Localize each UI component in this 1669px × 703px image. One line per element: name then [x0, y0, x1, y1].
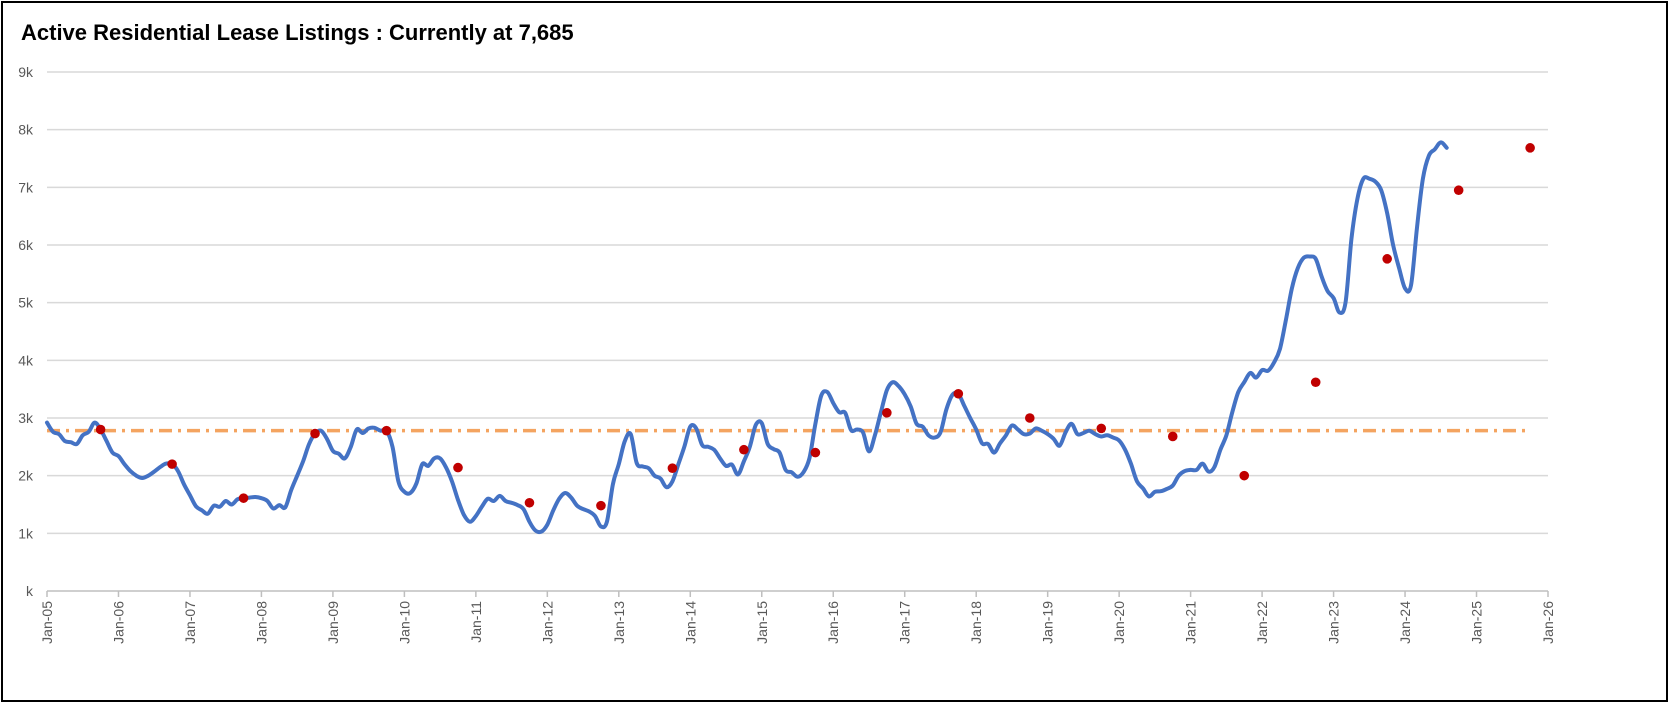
x-tick-label: Jan-23: [1326, 601, 1342, 644]
y-tick-label: 2k: [18, 468, 34, 484]
y-tick-label: 7k: [18, 179, 34, 195]
y-axis-tick-labels: k 1k 2k 3k 4k 5k 6k 7k 8k 9k: [18, 64, 34, 599]
data-point-marker: [310, 428, 320, 439]
marker-layer: [95, 143, 1535, 511]
data-point-marker: [238, 493, 249, 503]
y-tick-label: 4k: [18, 352, 34, 368]
data-point-marker: [739, 444, 749, 455]
y-tick-label: 1k: [18, 525, 34, 541]
series-line-layer: [45, 140, 1449, 535]
data-point-marker: [1167, 431, 1178, 442]
chart-canvas: Active Residential Lease Listings : Curr…: [18, 20, 1556, 644]
x-axis: Jan-05 Jan-06 Jan-07 Jan-08 Jan-09 Jan-10 Jan-…: [39, 590, 1556, 644]
x-tick-label: Jan-16: [825, 601, 841, 644]
data-point-marker: [167, 459, 177, 469]
x-tick-label: Jan-05: [39, 601, 55, 644]
data-point-marker: [1239, 470, 1250, 481]
x-tick-label: Jan-19: [1040, 601, 1056, 644]
x-tick-label: Jan-24: [1397, 601, 1413, 644]
data-point-marker: [1453, 185, 1464, 196]
y-tick-label: 8k: [18, 122, 34, 138]
x-tick-label: Jan-07: [182, 601, 198, 644]
data-point-marker: [1525, 143, 1535, 153]
data-point-marker: [1382, 254, 1392, 264]
data-point-marker: [1024, 413, 1035, 423]
data-point-marker: [453, 462, 463, 473]
y-tick-label: k: [26, 583, 34, 599]
data-point-marker: [524, 497, 535, 508]
x-tick-label: Jan-12: [539, 601, 555, 644]
x-tick-label: Jan-08: [253, 601, 269, 644]
data-point-marker: [381, 425, 392, 436]
data-point-marker: [596, 500, 606, 511]
data-point-marker: [882, 408, 892, 418]
x-tick-label: Jan-21: [1183, 601, 1199, 644]
x-tick-label: Jan-15: [754, 601, 770, 644]
gridlines: [47, 71, 1548, 535]
data-point-marker: [667, 463, 678, 473]
data-point-marker: [1096, 423, 1107, 434]
x-tick-label: Jan-17: [897, 601, 913, 644]
data-point-marker: [953, 388, 964, 399]
x-tick-label: Jan-14: [682, 601, 698, 644]
y-tick-label: 9k: [18, 64, 34, 80]
x-tick-label: Jan-20: [1111, 601, 1127, 644]
y-tick-label: 6k: [18, 237, 34, 253]
x-tick-label: Jan-18: [968, 601, 984, 644]
series-line: [45, 140, 1449, 535]
y-tick-label: 3k: [18, 410, 34, 426]
x-tick-label: Jan-25: [1469, 601, 1485, 644]
chart-title: Active Residential Lease Listings : Curr…: [21, 20, 574, 45]
x-tick-label: Jan-11: [468, 601, 484, 643]
x-tick-label: Jan-10: [396, 601, 412, 644]
x-tick-label: Jan-06: [110, 601, 126, 644]
x-tick-label: Jan-09: [325, 601, 341, 644]
x-tick-label: Jan-13: [611, 601, 627, 644]
x-tick-label: Jan-26: [1540, 601, 1556, 644]
x-tick-label: Jan-22: [1254, 601, 1270, 644]
data-point-marker: [1310, 377, 1321, 388]
data-point-marker: [95, 424, 106, 435]
y-tick-label: 5k: [18, 295, 34, 311]
data-point-marker: [810, 447, 821, 458]
